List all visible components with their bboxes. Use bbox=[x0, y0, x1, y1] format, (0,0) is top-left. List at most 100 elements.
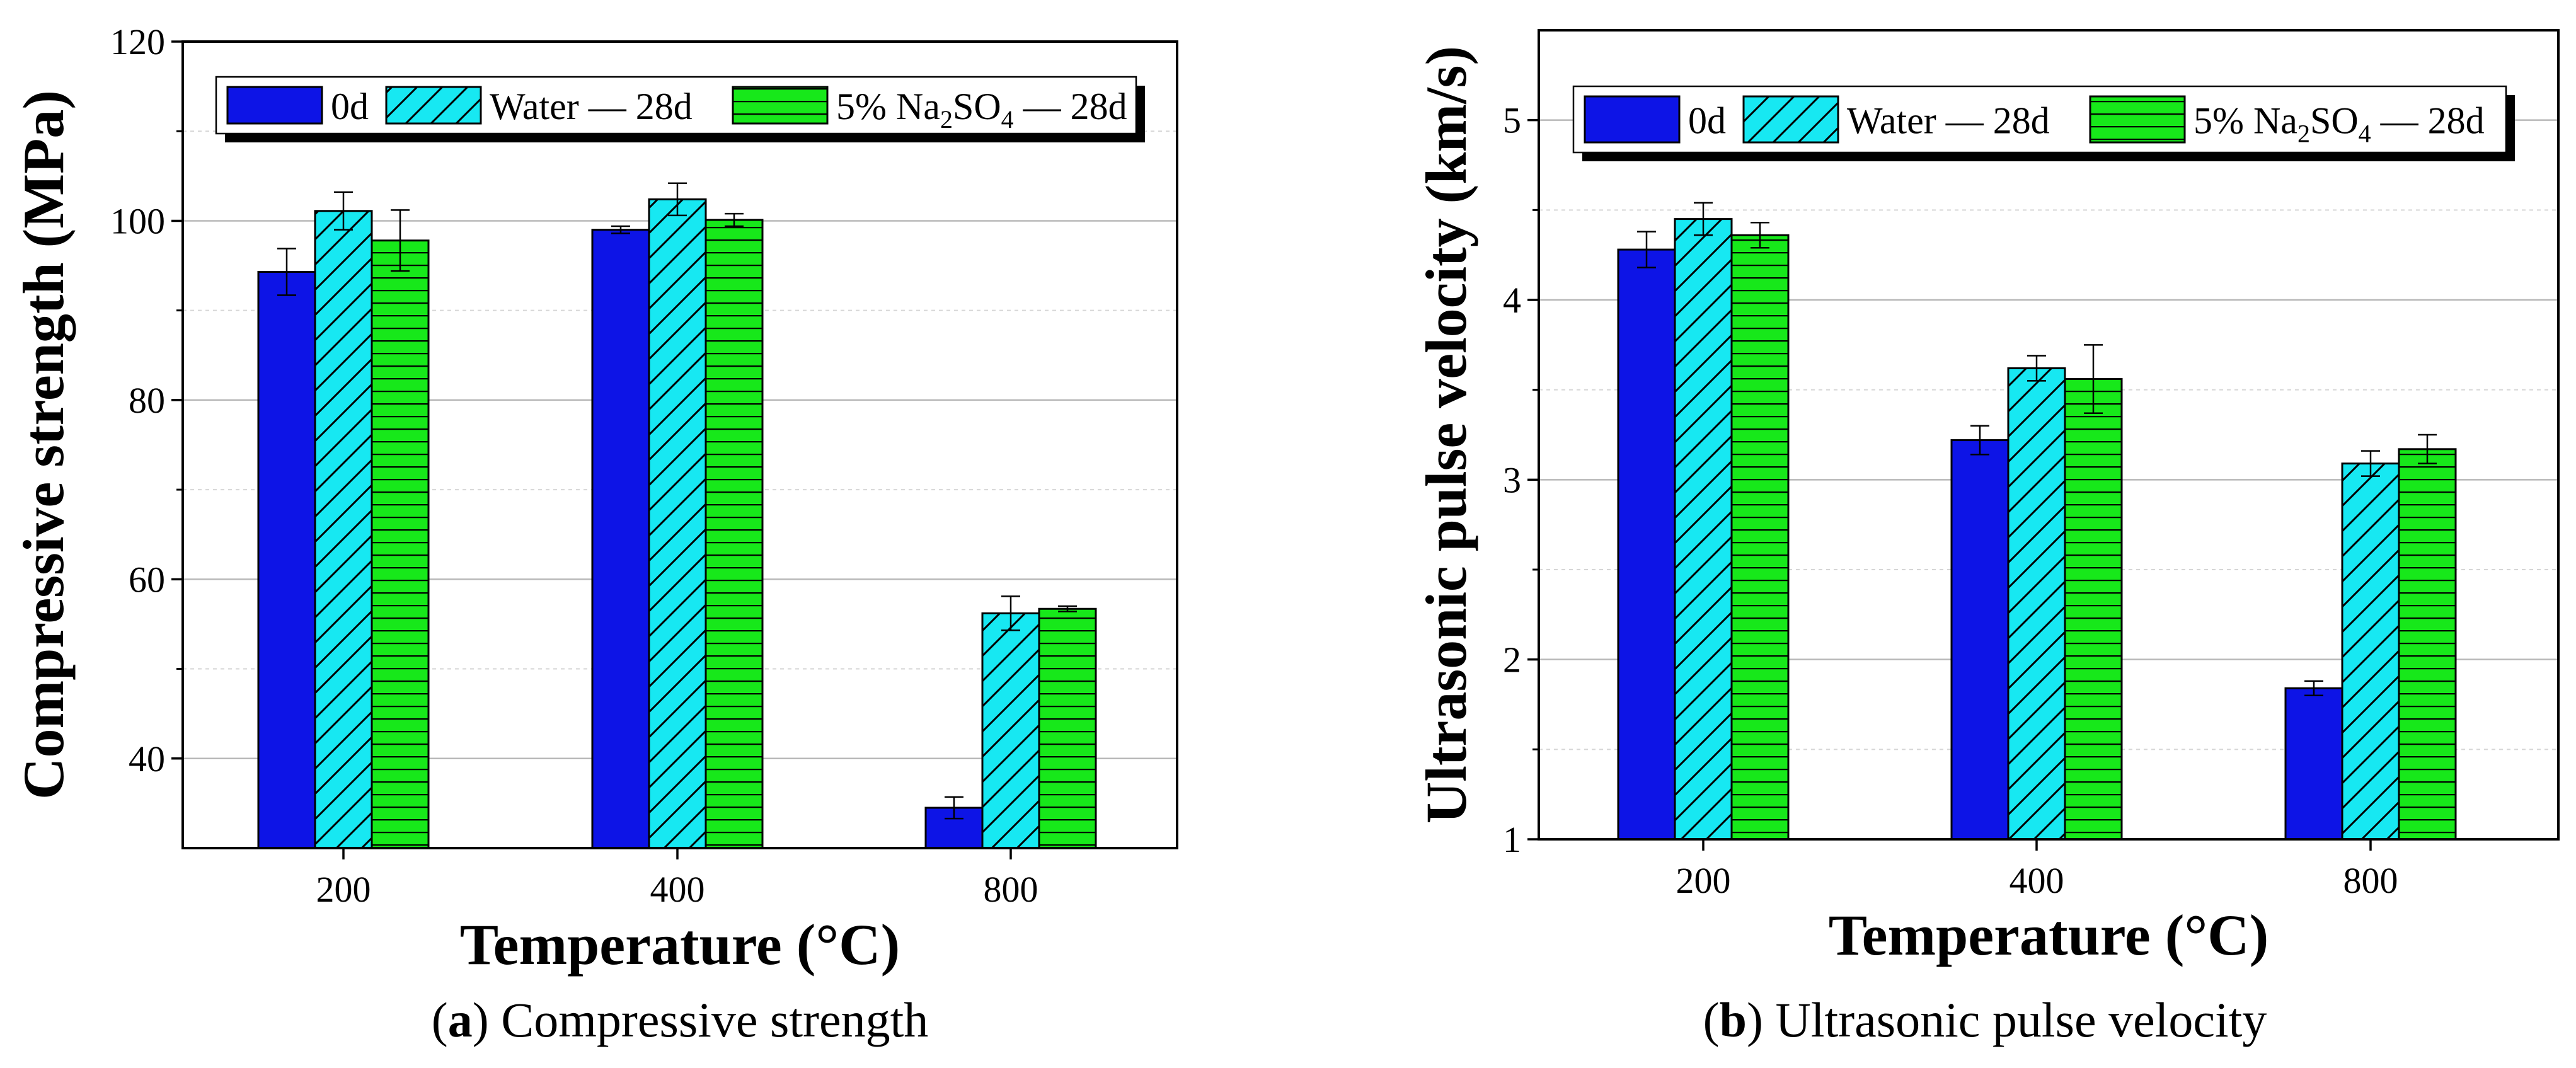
legend-label-series-0d: 0d bbox=[331, 86, 369, 127]
caption-text: Compressive strength bbox=[489, 992, 929, 1047]
bar-series-0d-400 bbox=[1950, 439, 2010, 841]
y-tick-label: 4 bbox=[1503, 280, 1521, 321]
legend-text: 5% Na bbox=[836, 86, 940, 127]
legend: 0d Water — 28d 5% Na2SO4 — 28d bbox=[1572, 85, 2515, 161]
legend-text: 28d bbox=[2428, 100, 2485, 142]
legend-swatch-series-water bbox=[385, 86, 482, 125]
panel-a: 40 60 80 100 120 200 400 800 Temperature (°C) Com… bbox=[11, 21, 1178, 1047]
caption-text: Ultrasonic pulse velocity bbox=[1763, 992, 2267, 1047]
y-tick-label: 5 bbox=[1503, 100, 1521, 141]
caption-paren: ) bbox=[473, 992, 489, 1047]
legend-swatch-series-0d bbox=[226, 86, 323, 125]
error-bar-series-0d-400 bbox=[1970, 425, 1989, 456]
bar-series-water-800 bbox=[981, 612, 1040, 849]
legend-swatch-series-0d bbox=[1584, 95, 1681, 144]
panel-caption: (a) Compressive strength bbox=[432, 992, 929, 1047]
y-tick-label: 60 bbox=[129, 559, 165, 600]
bar-series-na2so4-400 bbox=[704, 219, 764, 849]
y-tick-label: 3 bbox=[1503, 459, 1521, 500]
panel-b: 1 2 3 4 5 200 400 800 Temperature (°C) Ultrasonic… bbox=[1414, 29, 2560, 1047]
plot-frame bbox=[1538, 29, 2560, 841]
legend-swatch-series-water bbox=[1742, 95, 1839, 144]
error-bar-series-water-200 bbox=[334, 191, 353, 231]
caption-letter: a bbox=[448, 992, 473, 1047]
panel-caption: (b) Ultrasonic pulse velocity bbox=[1703, 992, 2267, 1047]
x-tick-label: 800 bbox=[984, 869, 1038, 910]
legend-box bbox=[215, 76, 1137, 135]
plot-frame bbox=[181, 40, 1178, 849]
bar-series-water-400 bbox=[648, 198, 707, 849]
legend-subscript: 4 bbox=[1001, 105, 1014, 134]
legend-swatch-series-na2so4 bbox=[732, 86, 829, 125]
y-tick-label: 1 bbox=[1503, 819, 1521, 860]
bar-series-water-200 bbox=[314, 210, 373, 849]
y-tick-label: 40 bbox=[129, 738, 165, 779]
legend-dash: — bbox=[2371, 100, 2428, 142]
error-bar-series-na2so4-400 bbox=[2084, 344, 2103, 415]
y-tick-label: 120 bbox=[110, 21, 165, 62]
legend-dash: — bbox=[1936, 100, 1993, 142]
bar-series-na2so4-800 bbox=[1038, 607, 1097, 849]
caption-letter: b bbox=[1720, 992, 1747, 1047]
error-bar-series-water-800 bbox=[1001, 595, 1020, 631]
legend-label-series-na2so4: 5% Na2SO4 — 28d bbox=[836, 86, 1127, 134]
error-bar-series-na2so4-800 bbox=[2418, 434, 2437, 464]
legend-label-series-water: Water — 28d bbox=[490, 86, 693, 127]
bar-series-0d-400 bbox=[591, 229, 650, 849]
y-tick-label: 2 bbox=[1503, 640, 1521, 680]
y-axis-title: Ultrasonic pulse velocity (km/s) bbox=[1414, 46, 1478, 824]
legend-text: Water bbox=[1847, 100, 1936, 142]
legend-label-series-water: Water — 28d bbox=[1847, 100, 2050, 142]
x-tick-label: 400 bbox=[650, 869, 705, 910]
x-tick-label: 200 bbox=[1676, 860, 1731, 901]
legend-text: 0d bbox=[1688, 100, 1726, 142]
legend-text: 0d bbox=[331, 86, 369, 127]
error-bar-series-0d-200 bbox=[277, 248, 296, 296]
caption-paren: ( bbox=[1703, 992, 1720, 1047]
bar-series-water-800 bbox=[2341, 462, 2400, 841]
error-bar-series-0d-800 bbox=[2304, 680, 2323, 696]
x-tick-label: 800 bbox=[2343, 860, 2398, 901]
legend-box bbox=[1572, 85, 2507, 154]
legend-label-series-na2so4: 5% Na2SO4 — 28d bbox=[2194, 100, 2485, 148]
error-bar-series-water-400 bbox=[2027, 355, 2046, 382]
legend-dash: — bbox=[579, 86, 636, 127]
legend-text: Water bbox=[490, 86, 579, 127]
bar-series-0d-200 bbox=[257, 271, 316, 849]
bar-series-0d-200 bbox=[1617, 248, 1676, 841]
legend-subscript: 2 bbox=[2297, 120, 2310, 148]
legend-label-series-0d: 0d bbox=[1688, 100, 1726, 142]
x-axis-title: Temperature (°C) bbox=[460, 912, 900, 977]
y-axis-title: Compressive strength (MPa) bbox=[11, 90, 76, 800]
error-bar-series-0d-800 bbox=[945, 796, 963, 820]
legend-text: 5% Na bbox=[2194, 100, 2297, 142]
x-tick-label: 400 bbox=[2010, 860, 2064, 901]
bar-series-water-200 bbox=[1674, 218, 1733, 841]
legend-text: SO bbox=[953, 86, 1001, 127]
y-tick-label: 100 bbox=[110, 200, 165, 241]
bar-series-water-400 bbox=[2007, 367, 2066, 841]
legend-swatch-series-na2so4 bbox=[2089, 95, 2186, 144]
error-bar-series-na2so4-200 bbox=[391, 209, 410, 272]
caption-paren: ) bbox=[1747, 992, 1763, 1047]
legend-text: SO bbox=[2310, 100, 2359, 142]
bar-series-0d-800 bbox=[2284, 687, 2343, 841]
legend-subscript: 2 bbox=[940, 105, 953, 134]
legend: 0d Water — 28d 5% Na2SO4 — 28d bbox=[215, 76, 1145, 142]
legend-dash: — bbox=[1014, 86, 1071, 127]
error-bar-series-water-400 bbox=[668, 182, 687, 217]
bar-series-na2so4-800 bbox=[2398, 448, 2457, 841]
error-bar-series-na2so4-800 bbox=[1058, 605, 1077, 612]
bar-series-na2so4-200 bbox=[371, 239, 430, 849]
legend-text: 28d bbox=[1071, 86, 1127, 127]
bar-series-na2so4-400 bbox=[2064, 378, 2123, 841]
error-bar-series-water-200 bbox=[1694, 202, 1713, 236]
error-bar-series-0d-200 bbox=[1637, 231, 1656, 268]
error-bar-series-water-800 bbox=[2361, 450, 2380, 477]
y-tick-label: 80 bbox=[129, 380, 165, 421]
error-bar-series-na2so4-200 bbox=[1751, 222, 1769, 249]
x-tick-label: 200 bbox=[316, 869, 371, 910]
caption-paren: ( bbox=[432, 992, 448, 1047]
error-bar-series-0d-400 bbox=[611, 225, 630, 234]
